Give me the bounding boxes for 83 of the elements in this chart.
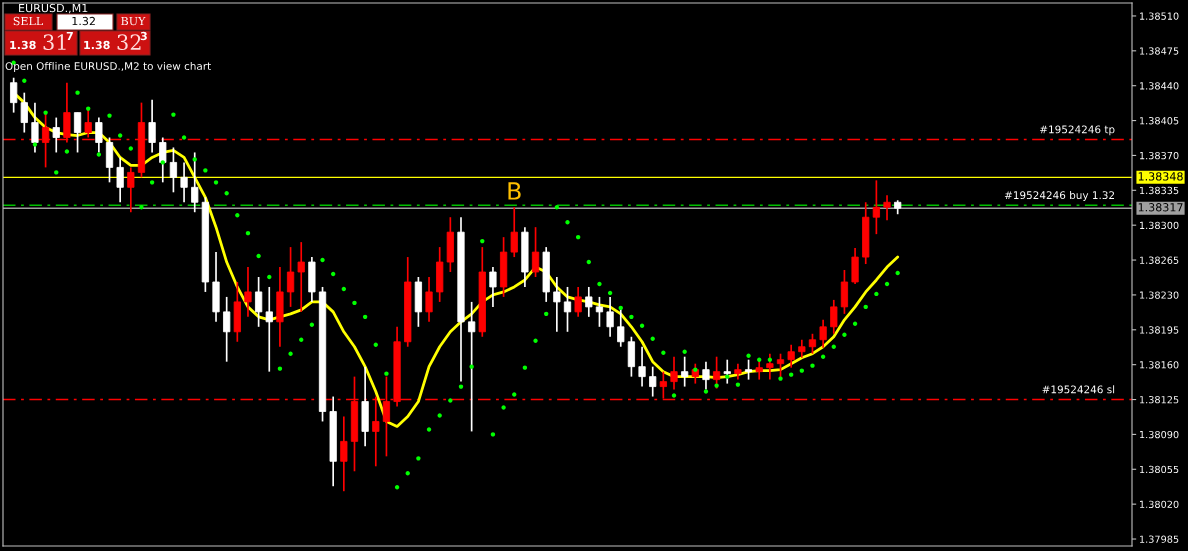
candlestick (595, 296, 604, 328)
candlestick (223, 296, 231, 363)
candlestick (787, 343, 795, 369)
candlestick (340, 415, 348, 493)
candlestick (766, 352, 774, 381)
annotation: 31 (43, 34, 66, 51)
candlestick (425, 276, 433, 323)
y-tick-label: 1.38195 (1140, 326, 1179, 334)
annotation: 1.38 (10, 40, 36, 50)
candlestick (286, 246, 295, 308)
ref-line-label: 1.38348 (1138, 172, 1183, 181)
chart-title: EURUSD.,M1 (19, 3, 88, 14)
candlestick (553, 276, 561, 333)
candlestick (244, 266, 252, 318)
candlestick (468, 301, 476, 433)
y-tick-label: 1.38125 (1140, 396, 1179, 404)
annotation: Open Offline EURUSD.,M2 to view chart (5, 61, 211, 73)
candlestick (617, 306, 625, 348)
candlestick (713, 355, 721, 390)
annotation: B (508, 182, 521, 200)
candlestick (638, 345, 646, 388)
candlestick (723, 358, 731, 385)
candlestick (31, 101, 39, 154)
candlestick (297, 241, 305, 313)
y-tick-label: 1.38090 (1140, 430, 1179, 439)
candlestick (744, 358, 753, 381)
candlestick (808, 332, 817, 355)
candlestick (702, 360, 710, 391)
candlestick (191, 151, 199, 214)
y-tick-label: 1.38510 (1140, 12, 1179, 20)
candlestick (159, 136, 167, 184)
candlestick (670, 355, 678, 391)
annotation: BUY (121, 16, 146, 26)
candlestick (830, 299, 838, 335)
candlestick (148, 98, 156, 154)
candlestick (116, 156, 124, 204)
y-tick-label: 1.38475 (1140, 47, 1179, 55)
candlestick (73, 111, 82, 154)
annotation: 1.38 (84, 40, 110, 50)
y-tick-label: 1.38230 (1140, 291, 1179, 299)
candlestick (265, 286, 273, 373)
candlestick (585, 286, 593, 318)
ref-line-label: #19524246 tp (1040, 125, 1115, 136)
candlestick (691, 362, 699, 385)
candlestick (510, 206, 518, 258)
candlestick (180, 161, 188, 204)
y-tick-label: 1.38055 (1140, 465, 1179, 474)
y-tick-label: 1.38160 (1140, 361, 1179, 369)
candlestick (563, 286, 572, 333)
candlestick (95, 116, 103, 154)
y-tick-label: 1.38265 (1140, 256, 1179, 264)
candlestick (531, 226, 540, 278)
candlestick (776, 352, 785, 379)
candlestick (606, 296, 614, 338)
candlestick (574, 286, 582, 318)
candlestick (872, 179, 880, 235)
candlestick (10, 76, 18, 114)
annotation: SELL (13, 16, 43, 26)
y-tick-label: 1.38300 (1140, 221, 1179, 230)
y-tick-label: 1.38335 (1140, 186, 1179, 195)
candlestick (883, 194, 891, 222)
candlestick (681, 355, 689, 388)
annotation: 32 (117, 34, 141, 51)
candlestick (489, 266, 497, 308)
annotation: 3 (140, 31, 147, 41)
ref-line-label: 1.38317 (1138, 203, 1183, 212)
ref-line-label: #19524246 sl (1042, 385, 1115, 394)
candlestick (127, 166, 135, 214)
annotation: 7 (66, 31, 73, 41)
candlestick (755, 358, 763, 381)
candlestick (649, 365, 657, 398)
candlestick (255, 276, 263, 328)
annotation: 1.32 (72, 16, 95, 26)
y-tick-label: 1.38440 (1140, 82, 1179, 90)
y-tick-label: 1.38405 (1140, 117, 1179, 125)
candlestick (20, 91, 28, 134)
candlestick (169, 146, 178, 194)
candlestick (819, 318, 827, 349)
y-tick-label: 1.38020 (1140, 500, 1179, 508)
ref-line-label: #19524246 buy 1.32 (1004, 191, 1115, 202)
y-tick-label: 1.38370 (1140, 151, 1179, 160)
y-tick-label: 1.37985 (1140, 535, 1179, 543)
candlestick (52, 116, 60, 154)
